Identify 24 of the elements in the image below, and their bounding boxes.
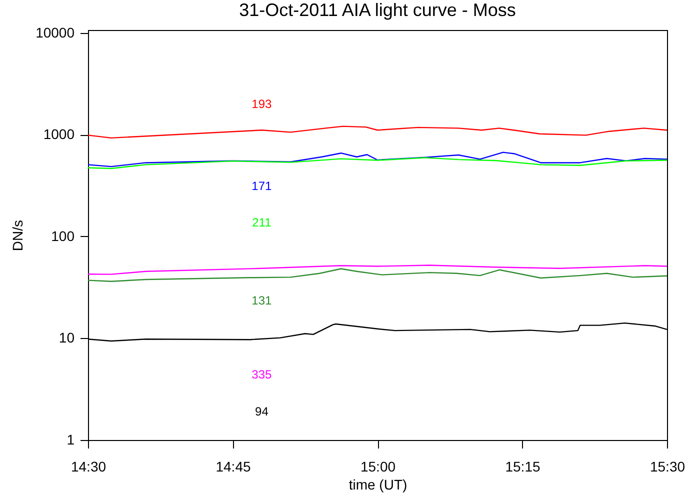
y-axis-title: DN/s: [10, 220, 26, 252]
y-tick-label: 10: [58, 330, 75, 346]
x-axis-title: time (UT): [348, 476, 408, 492]
line-series: [88, 264, 667, 275]
y-tick-label: 100: [51, 228, 75, 244]
line-series: [88, 268, 667, 282]
y-tick-label: 1000: [43, 126, 75, 142]
x-tick-label: 15:30: [650, 458, 686, 474]
text: 335: [252, 367, 272, 382]
x-tick-label: 14:45: [216, 458, 251, 474]
text: 211: [252, 216, 272, 230]
line-series: [88, 126, 667, 139]
y-tick-label: 1: [66, 432, 75, 448]
x-tick-label: 15:15: [505, 458, 540, 474]
series-label: 131: [252, 294, 272, 308]
line-series: [88, 152, 667, 168]
series-label: 171: [252, 178, 272, 193]
x-tick-label: 15:00: [360, 458, 396, 474]
x-tick-label: 14:30: [70, 458, 106, 474]
line-series: [88, 157, 667, 170]
text: 94: [255, 404, 269, 418]
y-tick-label: 10000: [36, 24, 75, 40]
series-label: 193: [252, 96, 272, 111]
chart-title: 31-Oct-2011 AIA light curve - Moss: [239, 0, 516, 20]
